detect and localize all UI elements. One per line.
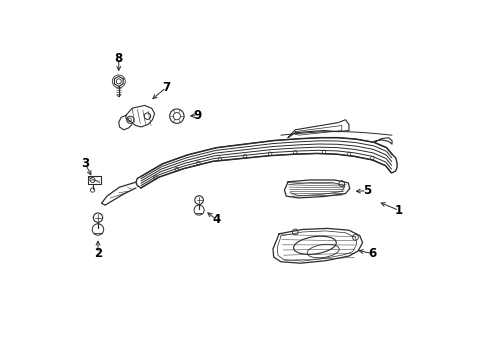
Text: 1: 1 (395, 204, 403, 217)
Text: 5: 5 (363, 184, 371, 197)
Text: 6: 6 (368, 247, 376, 260)
Text: 8: 8 (115, 51, 123, 64)
Text: 2: 2 (94, 247, 102, 260)
Text: 3: 3 (81, 157, 90, 170)
Text: 7: 7 (162, 81, 170, 94)
Text: 9: 9 (194, 109, 202, 122)
Text: 4: 4 (212, 213, 220, 226)
